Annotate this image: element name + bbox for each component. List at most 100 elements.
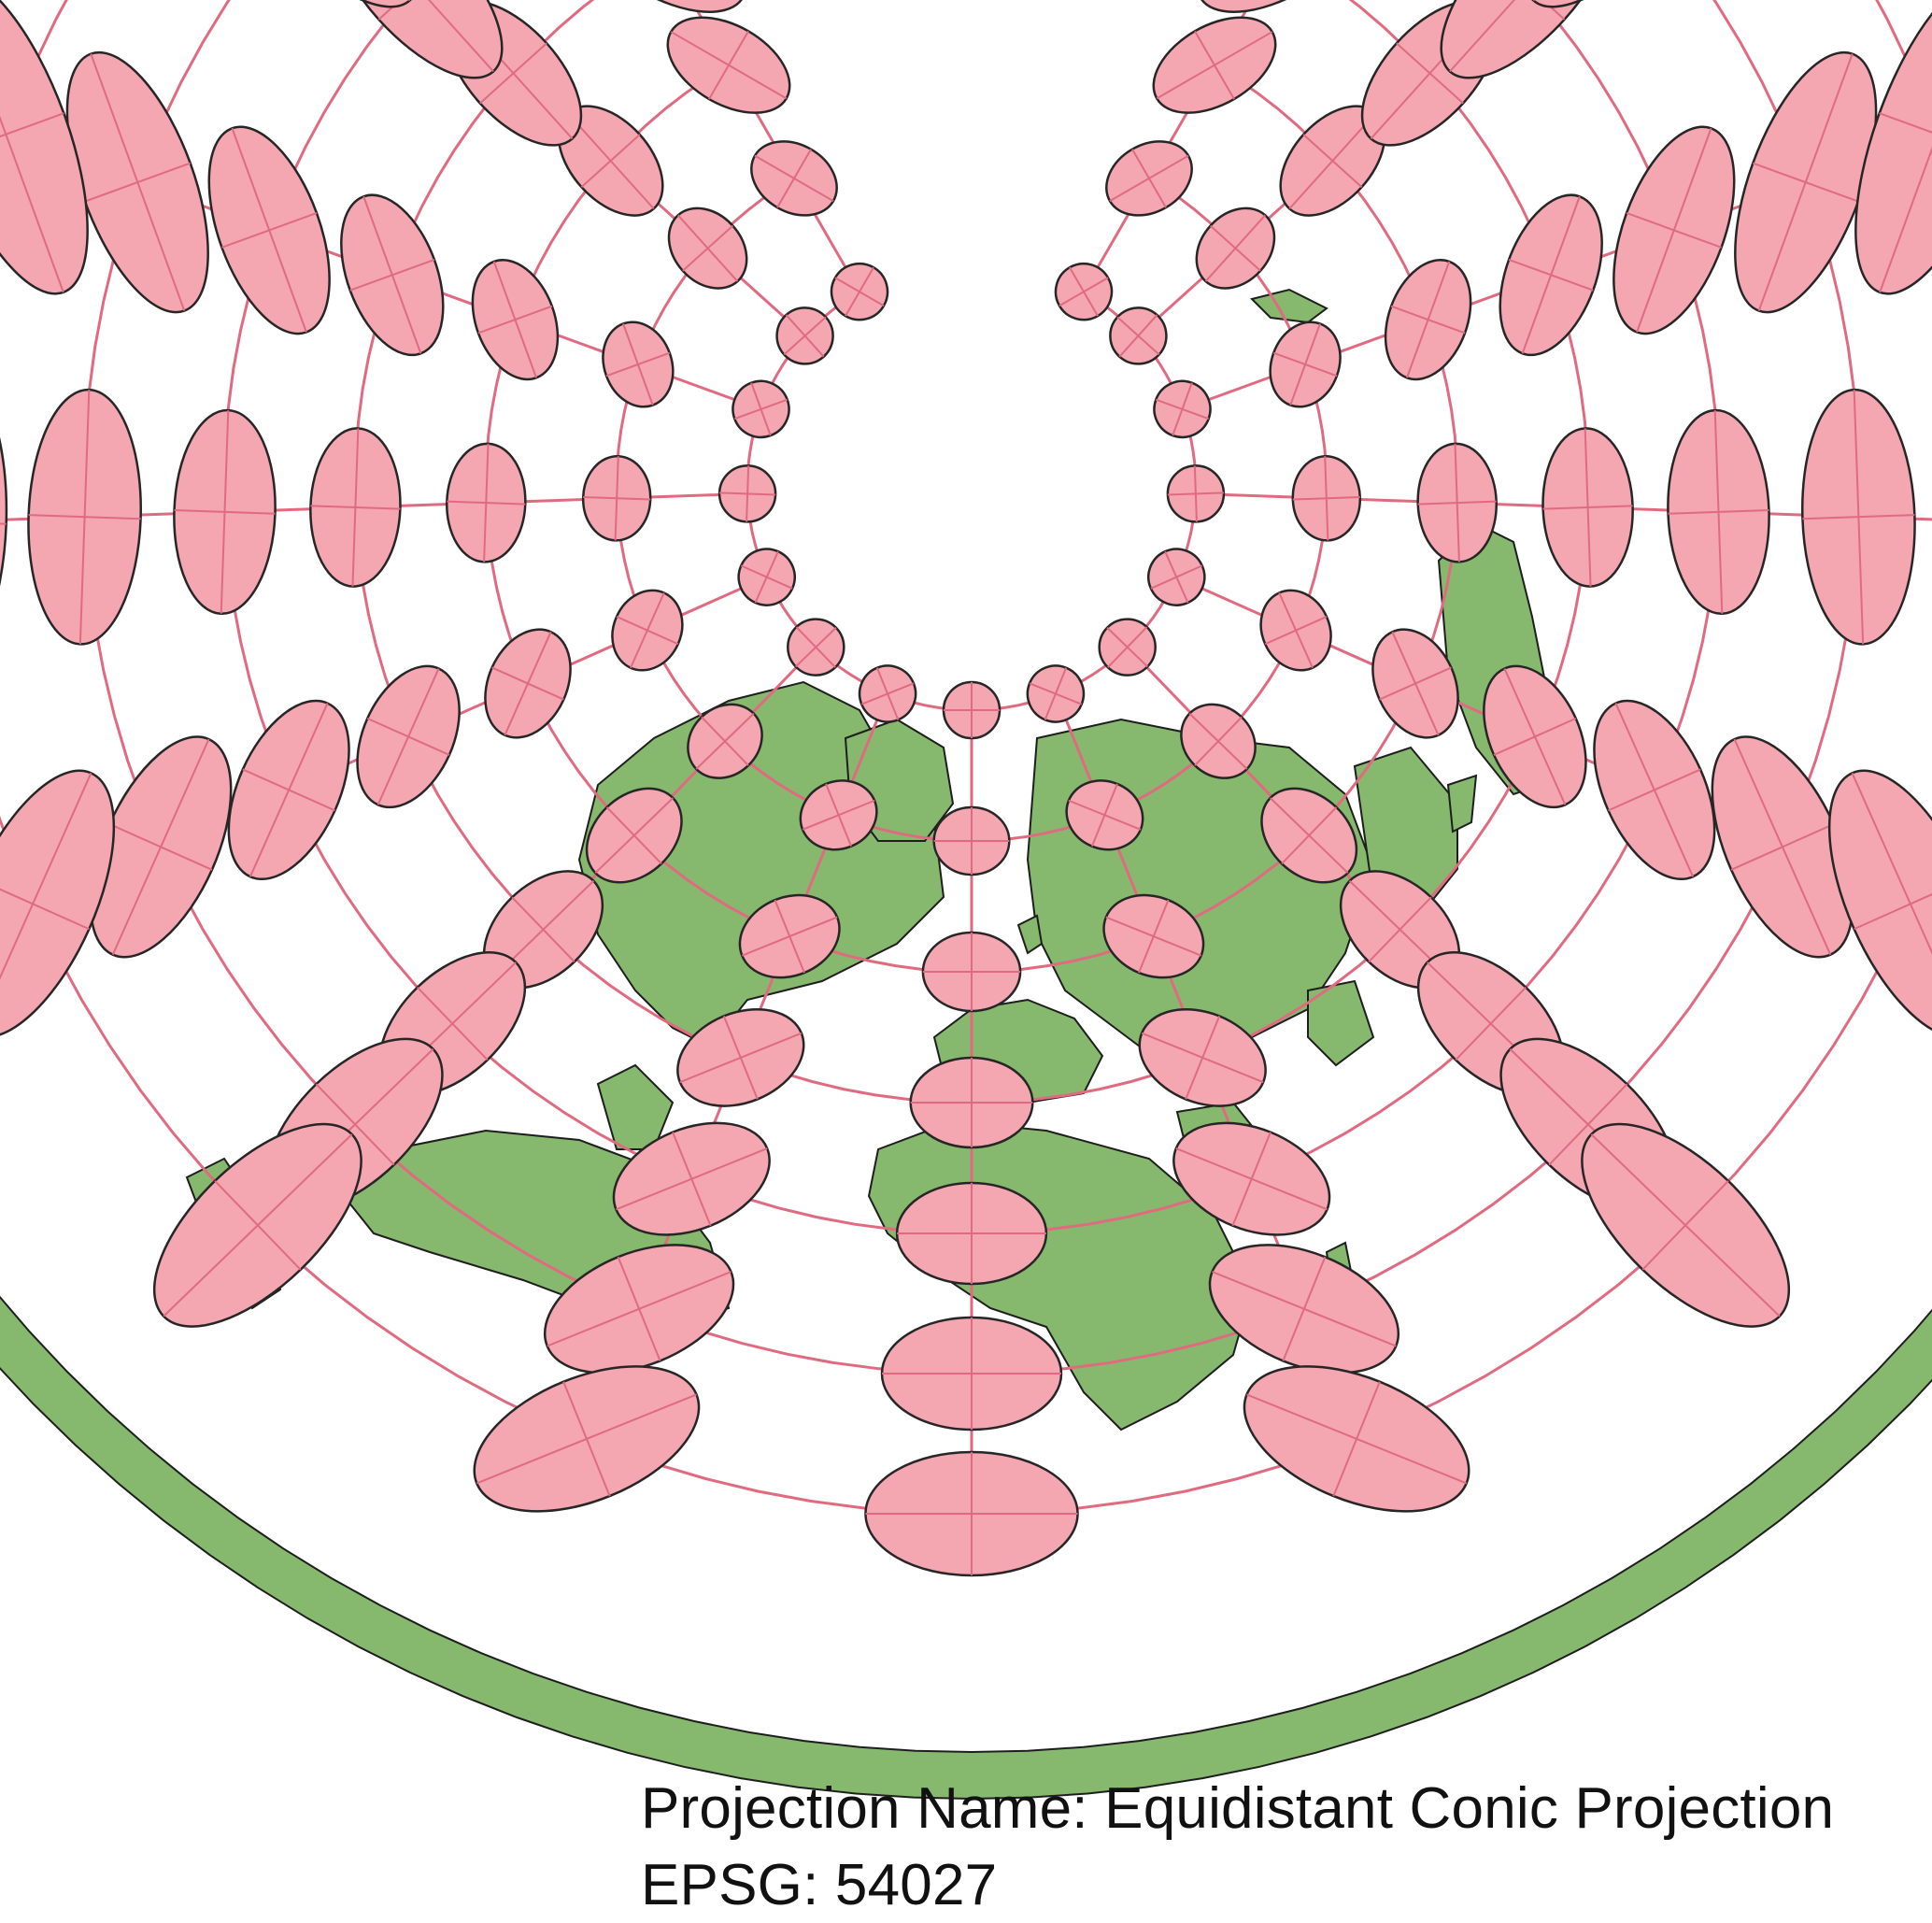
tissot-ellipse <box>1098 618 1157 677</box>
tissot-ellipse <box>585 787 683 884</box>
india <box>1307 979 1375 1067</box>
tissot-ellipse <box>787 618 845 677</box>
tissot-ellipse <box>738 893 841 979</box>
ellipse-axis-minor <box>733 398 788 420</box>
ellipse-axis-minor <box>479 42 547 105</box>
ellipse-axis-minor <box>1155 398 1210 420</box>
ellipse-axis-minor <box>242 768 335 812</box>
tissot-ellipse <box>557 105 664 217</box>
tissot-ellipse <box>1172 1121 1331 1236</box>
tissot-ellipse <box>1102 893 1205 979</box>
tissot-ellipse <box>1269 320 1342 408</box>
ellipse-axis-minor <box>776 149 812 208</box>
projection-name-label: Projection Name: Equidistant Conic Proje… <box>641 1776 1835 1841</box>
ellipse-axis-minor <box>605 351 671 377</box>
ellipse-axis-minor <box>1396 42 1464 105</box>
tissot-ellipse <box>864 1450 1079 1577</box>
tissot-ellipse <box>1138 1007 1267 1107</box>
tissot-ellipse <box>205 0 419 8</box>
tissot-ellipse <box>1291 454 1362 542</box>
ellipse-axis-minor <box>1542 505 1633 510</box>
ellipse-axis-minor <box>1752 162 1859 203</box>
ellipse-axis-minor <box>1641 1180 1729 1271</box>
tissot-ellipse <box>799 779 878 851</box>
ellipse-axis-minor <box>708 30 749 100</box>
tissot-ellipse <box>750 140 838 217</box>
ellipse-axis-minor <box>1069 266 1099 317</box>
tissot-ellipse <box>1065 779 1144 851</box>
ellipse-axis-minor <box>491 666 564 701</box>
tissot-ellipse <box>207 125 331 335</box>
tissot-ellipse <box>1259 589 1332 672</box>
ellipse-axis-minor <box>583 496 651 501</box>
tissot-ellipse <box>1279 105 1386 217</box>
central-america <box>596 1063 675 1150</box>
ellipse-axis-minor <box>1167 491 1224 496</box>
ellipse-axis-minor <box>1802 514 1915 520</box>
tissot-ellipse <box>676 1007 805 1107</box>
ellipse-axis-minor <box>1116 316 1160 356</box>
tissot-ellipse <box>1440 0 1614 79</box>
ellipse-axis-minor <box>221 211 318 249</box>
ellipse-axis-minor <box>28 514 141 520</box>
tissot-ellipse <box>1153 379 1212 439</box>
tissot-ellipse <box>602 320 675 408</box>
ellipse-axis-minor <box>1508 258 1594 292</box>
tissot-ellipse <box>909 1056 1034 1149</box>
tissot-ellipse <box>942 680 1002 740</box>
tissot-ellipse <box>309 427 402 588</box>
tissot-ellipse <box>471 259 560 381</box>
tissot-ellipse <box>830 262 889 321</box>
ellipse-axis-minor <box>1302 134 1363 188</box>
ellipse-axis-minor <box>417 986 489 1061</box>
ellipse-axis-minor <box>1417 500 1497 506</box>
tissot-ellipse <box>152 1122 362 1328</box>
ellipse-axis-minor <box>1488 0 1566 21</box>
tissot-ellipse <box>340 193 445 357</box>
japan <box>1446 774 1478 833</box>
ellipse-axis-minor <box>1264 616 1328 646</box>
ellipse-axis-minor <box>701 716 749 766</box>
ellipse-axis-major <box>1449 0 1605 73</box>
ellipse-axis-minor <box>672 1132 712 1227</box>
ellipse-axis-minor <box>1548 1083 1628 1166</box>
tissot-ellipse <box>1854 0 1932 295</box>
ellipse-shape <box>0 364 8 679</box>
ellipse-axis-minor <box>377 0 455 21</box>
tissot-ellipse <box>356 664 461 809</box>
ellipse-axis-minor <box>349 258 435 292</box>
tissot-ellipse <box>1208 1244 1400 1375</box>
ellipse-axis-minor <box>1150 564 1203 590</box>
tissot-ellipse <box>473 1365 701 1513</box>
ellipse-axis-major <box>1879 0 1932 293</box>
new-zealand <box>1250 288 1328 324</box>
tissot-ellipse <box>1612 125 1736 335</box>
uk-ireland <box>1016 914 1044 955</box>
ellipse-axis-minor <box>774 899 805 974</box>
ellipse-axis-minor <box>682 224 734 272</box>
tissot-ellipse <box>1166 464 1226 523</box>
tissot-ellipse <box>0 0 89 295</box>
tissot-ellipse <box>1105 140 1193 217</box>
tissot-ellipse <box>543 1244 735 1375</box>
tissot-ellipse <box>1524 0 1739 8</box>
tissot-ellipse <box>1483 664 1587 809</box>
ellipse-axis-minor <box>1730 823 1835 871</box>
ellipse-axis-minor <box>1272 351 1338 377</box>
tissot-ellipse <box>667 207 748 290</box>
tissot-ellipse <box>0 769 116 1039</box>
ellipse-axis-minor <box>1493 717 1577 756</box>
ellipse-axis-minor <box>1138 899 1170 974</box>
tissot-ellipse <box>687 703 763 779</box>
ellipse-axis-minor <box>580 134 641 188</box>
ellipse-axis-minor <box>84 162 192 203</box>
tissot-ellipse <box>1109 306 1168 365</box>
tissot-ellipse <box>732 379 790 439</box>
tissot-ellipse <box>612 1121 771 1236</box>
tissot-ellipse <box>611 589 684 672</box>
ellipse-axis-minor <box>1854 877 1932 931</box>
tissot-ellipse <box>1593 699 1716 881</box>
ellipse-axis-minor <box>1379 666 1452 701</box>
ellipse-axis-minor <box>1281 806 1338 865</box>
